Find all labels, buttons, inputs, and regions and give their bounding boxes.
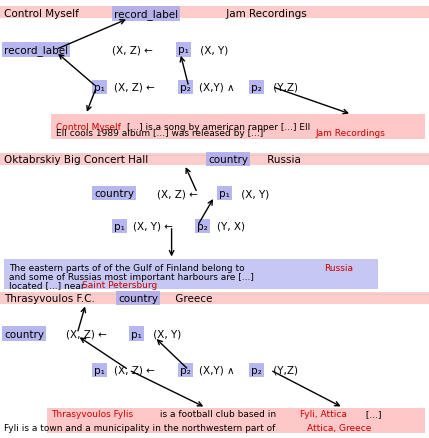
Text: located [...] near: located [...] near [9, 280, 87, 289]
Text: country: country [118, 294, 158, 304]
Text: Jam Recordings: Jam Recordings [315, 129, 385, 138]
Text: Saint Petersburg: Saint Petersburg [82, 280, 157, 289]
Text: country: country [208, 155, 248, 165]
Text: (X, Z) ←: (X, Z) ← [114, 365, 158, 375]
Text: (X, Z) ←: (X, Z) ← [66, 329, 111, 339]
Text: (Y,Z): (Y,Z) [270, 83, 298, 92]
FancyBboxPatch shape [0, 293, 429, 304]
Text: (Y, X): (Y, X) [217, 222, 245, 231]
Text: (X, Z) ←: (X, Z) ← [114, 83, 158, 92]
Text: Russia: Russia [264, 155, 301, 165]
FancyBboxPatch shape [0, 154, 429, 165]
Text: (X,Y) ∧: (X,Y) ∧ [199, 365, 239, 375]
Text: Fyli is a town and a municipality in the northwestern part of: Fyli is a town and a municipality in the… [4, 423, 278, 431]
Text: p₂: p₂ [197, 222, 208, 231]
Text: The eastern parts of of the Gulf of Finland belong to: The eastern parts of of the Gulf of Finl… [9, 264, 247, 272]
Text: Ell cools 1989 album [...] was released by [...]: Ell cools 1989 album [...] was released … [56, 129, 266, 138]
Text: p₁: p₁ [219, 189, 230, 198]
Text: Thrasyvoulos F.C.: Thrasyvoulos F.C. [4, 294, 98, 304]
Text: (X, Y): (X, Y) [150, 329, 181, 339]
Text: Control Myself: Control Myself [56, 123, 124, 131]
Text: p₂: p₂ [251, 365, 262, 375]
FancyBboxPatch shape [4, 260, 378, 289]
Text: (X, Y): (X, Y) [238, 189, 269, 198]
Text: p₂: p₂ [180, 365, 191, 375]
Text: (X, Y) ←: (X, Y) ← [133, 222, 176, 231]
Text: country: country [94, 189, 134, 198]
Text: (X, Z) ←: (X, Z) ← [112, 46, 156, 55]
Text: Attica, Greece: Attica, Greece [307, 423, 371, 431]
Text: record_label: record_label [4, 45, 68, 56]
Text: (Y,Z): (Y,Z) [270, 365, 298, 375]
FancyBboxPatch shape [47, 408, 425, 433]
Text: (X, Y): (X, Y) [197, 46, 229, 55]
Text: is a football club based in: is a football club based in [157, 410, 278, 418]
Text: record_label: record_label [114, 9, 178, 19]
Text: Russia: Russia [324, 264, 353, 272]
Text: Fyli, Attica: Fyli, Attica [300, 410, 347, 418]
Text: p₁: p₁ [131, 329, 142, 339]
Text: p₁: p₁ [114, 222, 124, 231]
Text: and some of Russias most important harbours are [...]: and some of Russias most important harbo… [9, 272, 254, 281]
Text: [...]: [...] [363, 410, 381, 418]
Text: (X, Z) ←: (X, Z) ← [157, 189, 201, 198]
Text: country: country [4, 329, 44, 339]
Text: p₂: p₂ [251, 83, 262, 92]
Text: Control Myself: Control Myself [4, 9, 82, 19]
FancyBboxPatch shape [51, 115, 425, 140]
FancyBboxPatch shape [0, 7, 429, 19]
Text: p₁: p₁ [94, 365, 105, 375]
Text: p₁: p₁ [178, 46, 189, 55]
Text: Jam Recordings: Jam Recordings [223, 9, 307, 19]
Text: Thrasyvoulos Fylis: Thrasyvoulos Fylis [51, 410, 133, 418]
Text: p₁: p₁ [94, 83, 105, 92]
Text: (X,Y) ∧: (X,Y) ∧ [199, 83, 239, 92]
Text: p₂: p₂ [180, 83, 191, 92]
Text: Greece: Greece [172, 294, 212, 304]
Text: Oktabrskiy Big Concert Hall: Oktabrskiy Big Concert Hall [4, 155, 152, 165]
Text: [...] is a song by american rapper [...] Ell: [...] is a song by american rapper [...]… [127, 123, 310, 131]
